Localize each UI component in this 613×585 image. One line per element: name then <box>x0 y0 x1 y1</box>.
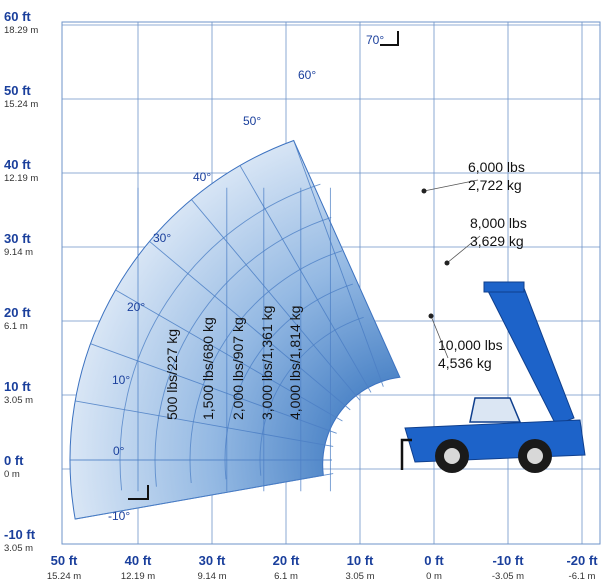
y-tick-m: 3.05 m <box>4 543 33 554</box>
callout-kg: 4,536 kg <box>438 355 492 371</box>
plot-frame <box>61 21 601 545</box>
x-tick-m: -3.05 m <box>492 571 524 582</box>
callout-leader <box>446 235 481 264</box>
x-tick-m: 12.19 m <box>121 571 155 582</box>
y-tick-m: 12.19 m <box>4 173 38 184</box>
x-tick-m: 6.1 m <box>274 571 298 582</box>
capacity-arc <box>189 250 343 484</box>
x-tick-m: 3.05 m <box>345 571 374 582</box>
x-axis: 50 ft 15.24 m 40 ft 12.19 m 30 ft 9.14 m 20 ft… <box>47 553 598 582</box>
callout-lbs: 8,000 lbs <box>470 215 527 231</box>
x-tick-m: 15.24 m <box>47 571 81 582</box>
capacity-arc <box>259 316 364 476</box>
boom-angle-line <box>75 473 334 520</box>
callout-leader <box>423 179 479 192</box>
x-tick-ft: 40 ft <box>125 553 152 568</box>
boom-angle-label: 30° <box>153 231 171 245</box>
capacity-callouts: 6,000 lbs 2,722 kg 8,000 lbs 3,629 kg 10,000… <box>421 159 527 371</box>
cab <box>469 397 522 423</box>
x-tick-ft: 20 ft <box>273 553 300 568</box>
y-tick-ft: -10 ft <box>4 527 36 542</box>
boom-head <box>483 281 525 293</box>
capacity-zone-label: 4,000 lbs/1,814 kg <box>287 306 303 420</box>
y-tick-m: 0 m <box>4 469 20 480</box>
y-tick-ft: 50 ft <box>4 83 31 98</box>
x-tick-ft: -20 ft <box>566 553 598 568</box>
y-tick-ft: 0 ft <box>4 453 24 468</box>
x-tick-m: 9.14 m <box>197 571 226 582</box>
callout-dot <box>428 313 434 319</box>
fork-icon <box>380 31 399 46</box>
fork-icon <box>128 485 149 500</box>
boom-angle-line <box>115 289 343 422</box>
y-tick-m: 18.29 m <box>4 25 38 36</box>
wheel-hub <box>444 448 460 464</box>
boom-angle-line <box>293 140 384 387</box>
capacity-arc <box>154 217 332 487</box>
callout-kg: 3,629 kg <box>470 233 524 249</box>
boom-angle-labels: -10° 0° 10° 20° 30° 40° 50° 60° 70° <box>108 31 399 523</box>
wheel-hub <box>527 448 543 464</box>
callout-leader <box>430 315 449 359</box>
x-tick-m: 0 m <box>426 571 442 582</box>
x-tick-ft: -10 ft <box>492 553 524 568</box>
boom-angle-line <box>239 165 372 393</box>
capacity-zones: 500 lbs/227 kg 1,500 lbs/680 kg 2,000 lbs/… <box>164 306 303 420</box>
capacity-arc <box>119 183 321 491</box>
y-tick-ft: 20 ft <box>4 305 31 320</box>
chassis <box>404 419 586 463</box>
telehandler-machine <box>400 281 586 473</box>
capacity-zone-label: 1,500 lbs/680 kg <box>200 317 216 420</box>
y-tick-m: 6.1 m <box>4 321 28 332</box>
callout-dot <box>444 260 450 266</box>
boom-angle-line <box>149 241 351 411</box>
boom-angle-label: 20° <box>127 300 145 314</box>
capacity-arc <box>224 283 353 480</box>
y-tick-ft: 30 ft <box>4 231 31 246</box>
x-tick-ft: 10 ft <box>347 553 374 568</box>
y-tick-ft: 40 ft <box>4 157 31 172</box>
y-tick-m: 3.05 m <box>4 395 33 406</box>
y-tick-m: 15.24 m <box>4 99 38 110</box>
y-tick-ft: 60 ft <box>4 9 31 24</box>
x-tick-ft: 50 ft <box>51 553 78 568</box>
capacity-zone-label: 500 lbs/227 kg <box>164 329 180 420</box>
capacity-zone-label: 3,000 lbs/1,361 kg <box>259 306 275 420</box>
callout-lbs: 6,000 lbs <box>468 159 525 175</box>
boom-angle-line <box>90 343 337 434</box>
x-tick-ft: 30 ft <box>199 553 226 568</box>
y-tick-m: 9.14 m <box>4 247 33 258</box>
boom-angle-label: 60° <box>298 68 316 82</box>
boom-angle-label: -10° <box>108 509 130 523</box>
y-tick-ft: 10 ft <box>4 379 31 394</box>
callout-kg: 2,722 kg <box>468 177 522 193</box>
capacity-zone-label: 2,000 lbs/907 kg <box>230 317 246 420</box>
boom-angle-line <box>191 199 361 401</box>
load-envelope <box>69 139 401 520</box>
fork-icon <box>400 438 412 470</box>
boom-angle-label: 50° <box>243 114 261 128</box>
callout-lbs: 10,000 lbs <box>438 337 503 353</box>
boom-angle-label: 10° <box>112 373 130 387</box>
boom-angle-label: 70° <box>366 33 384 47</box>
envelope-area <box>69 139 401 520</box>
x-tick-m: -6.1 m <box>569 571 596 582</box>
boom-angle-label: 0° <box>113 444 125 458</box>
x-tick-ft: 0 ft <box>424 553 444 568</box>
callout-dot <box>421 188 427 194</box>
boom-angle-label: 40° <box>193 170 211 184</box>
boom-angle-line <box>75 400 334 447</box>
